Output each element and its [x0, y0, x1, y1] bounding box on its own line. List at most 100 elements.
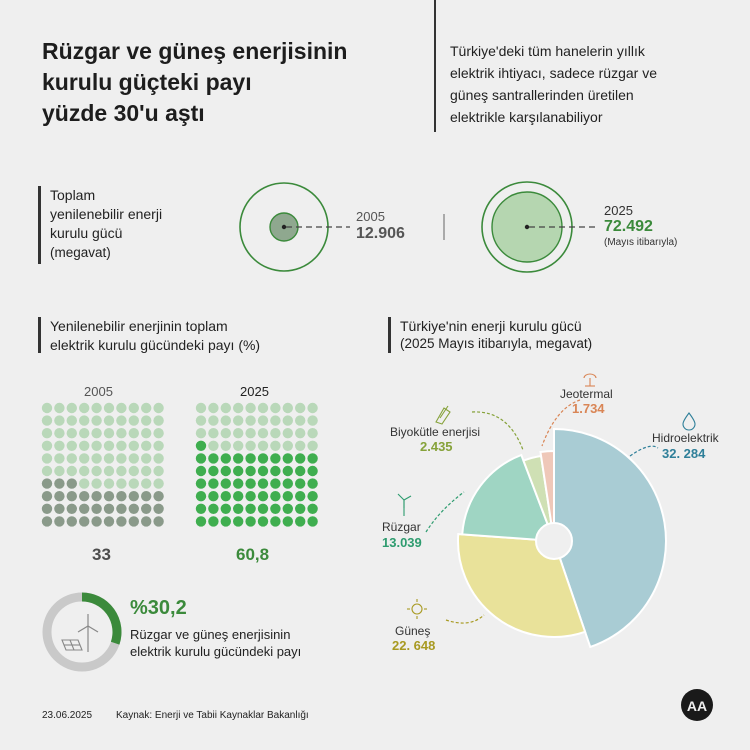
- capacity-unit: (megavat): [50, 245, 111, 260]
- grid-dot: [282, 516, 293, 527]
- grid-2005-value: 33: [92, 545, 111, 564]
- section-bar-pie: [388, 317, 391, 353]
- grid-dot: [270, 478, 281, 489]
- grid-dot: [91, 491, 102, 502]
- grid-dot: [54, 453, 65, 464]
- grid-dot: [220, 465, 231, 477]
- grid-dot: [141, 478, 152, 489]
- grid-dot: [79, 503, 90, 514]
- grid-dot: [116, 465, 127, 477]
- grid-dot: [103, 503, 115, 514]
- grid-dot: [195, 428, 207, 439]
- grid-dot: [208, 503, 219, 514]
- grid-dot: [128, 491, 139, 502]
- grid-dot: [79, 428, 90, 439]
- grid-dot: [103, 428, 115, 439]
- grid-dot: [220, 415, 231, 426]
- grid-dot: [270, 453, 281, 464]
- value-gunes: 22. 648: [392, 638, 436, 653]
- grid-dot: [116, 453, 127, 464]
- capacity-circles: [239, 181, 595, 273]
- grid-dot: [295, 402, 306, 414]
- grid-dot: [195, 478, 207, 489]
- grid-dot: [195, 516, 207, 527]
- grid-dot: [66, 491, 77, 502]
- capacity-2025-value: 72.492: [604, 218, 653, 235]
- grid-dot: [116, 402, 127, 414]
- dot-grid-2005: [41, 402, 164, 527]
- grid-dot: [233, 453, 244, 464]
- grid-dot: [220, 453, 231, 464]
- grid-dot: [41, 402, 53, 414]
- grid-dot: [141, 491, 152, 502]
- label-jeotermal: Jeotermal: [560, 387, 613, 401]
- grid-dot: [307, 478, 318, 489]
- grid-dot: [270, 465, 281, 477]
- capacity-2025-year: 2025: [604, 203, 633, 218]
- grid-dot: [128, 478, 139, 489]
- connector-hidro: [629, 445, 659, 457]
- value-hidro: 32. 284: [662, 446, 706, 461]
- grid-dot: [245, 453, 256, 464]
- grid-dot: [54, 465, 65, 477]
- grid-dot: [295, 491, 306, 502]
- grid-dot: [153, 402, 164, 414]
- grid-dot: [208, 428, 219, 439]
- solar-panel-icon: [61, 639, 83, 651]
- grid-dot: [233, 402, 244, 414]
- grid-dot: [295, 453, 306, 464]
- capacity-2005-year: 2005: [356, 209, 385, 224]
- grid-dot: [233, 428, 244, 439]
- grid-dot: [128, 440, 139, 451]
- value-biyokutle: 2.435: [420, 439, 453, 454]
- slice-hidroelektrik: [553, 427, 667, 649]
- grid-dot: [233, 478, 244, 489]
- grid-dot: [282, 465, 293, 477]
- grid-dot: [307, 428, 318, 439]
- connector-jeotermal: [541, 399, 581, 447]
- grid-dot: [54, 491, 65, 502]
- grid-dot: [103, 516, 115, 527]
- section-bar-share: [38, 317, 41, 353]
- grid-dot: [103, 402, 115, 414]
- grid-dot: [54, 415, 65, 426]
- grid-dot: [245, 503, 256, 514]
- grid-dot: [195, 491, 207, 502]
- grid-dot: [295, 428, 306, 439]
- grid-dot: [128, 465, 139, 477]
- grid-dot: [282, 453, 293, 464]
- grid-dot: [233, 440, 244, 451]
- grid-dot: [141, 516, 152, 527]
- grid-dot: [103, 491, 115, 502]
- grid-dot: [270, 440, 281, 451]
- grid-dot: [257, 516, 269, 527]
- grid-dot: [79, 478, 90, 489]
- grid-dot: [91, 503, 102, 514]
- grid-dot: [245, 478, 256, 489]
- grid-dot: [270, 428, 281, 439]
- grid-dot: [233, 516, 244, 527]
- grid-dot: [257, 402, 269, 414]
- grid-dot: [208, 516, 219, 527]
- grid-dot: [307, 453, 318, 464]
- grid-dot: [245, 415, 256, 426]
- grid-dot: [208, 465, 219, 477]
- grid-dot: [79, 402, 90, 414]
- grid-dot: [128, 415, 139, 426]
- grid-dot: [79, 415, 90, 426]
- grid-dot: [245, 402, 256, 414]
- grid-dot: [282, 440, 293, 451]
- pie-title: Türkiye'nin enerji kurulu gücü: [400, 318, 582, 334]
- grid-dot: [141, 428, 152, 439]
- footer-date: 23.06.2025: [42, 710, 93, 721]
- grid-dot: [91, 402, 102, 414]
- grid-dot: [257, 440, 269, 451]
- grid-dot: [41, 478, 53, 489]
- grid-dot: [195, 440, 207, 451]
- pie-subtitle: (2025 Mayıs itibarıyla, megavat): [400, 336, 593, 351]
- grid-dot: [220, 491, 231, 502]
- grid-dot: [153, 415, 164, 426]
- grid-dot: [116, 516, 127, 527]
- connector-ruzgar: [425, 491, 465, 533]
- grid-dot: [295, 415, 306, 426]
